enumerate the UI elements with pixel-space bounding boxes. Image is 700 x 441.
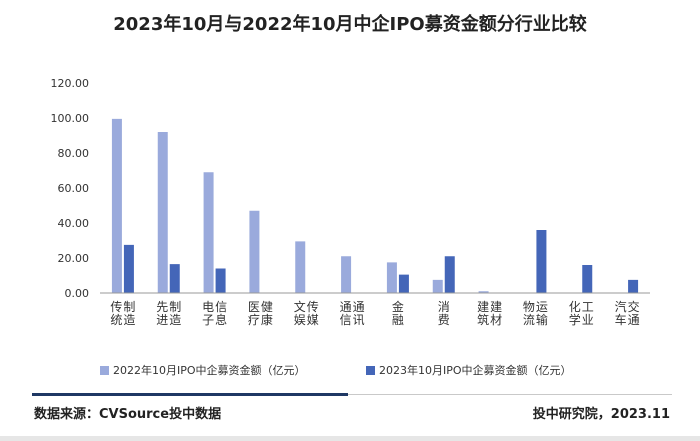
bar-2023-9 — [536, 230, 547, 293]
x-tick-text: 电子信息 — [202, 300, 227, 327]
bar-2022-3 — [249, 210, 260, 293]
legend-item-2022: 2022年10月IPO中企募资金额（亿元） — [100, 362, 306, 378]
y-tick-label: 60.00 — [58, 182, 90, 195]
bar-chart: 0.00 20.00 40.00 60.00 80.00 100.00 120.00 传统制… — [51, 77, 650, 327]
x-tick-text: 文娱传媒 — [294, 299, 319, 327]
x-tick-label: 消费 — [438, 300, 450, 327]
bar-2022-4 — [295, 241, 306, 293]
x-tick-text: 建筑建材 — [477, 300, 502, 327]
bars — [111, 118, 639, 293]
bar-2022-1 — [157, 132, 168, 293]
x-tick-label: 传统制造 — [110, 299, 135, 327]
chart-title: 2023年10月与2022年10月中企IPO募资金额分行业比较 — [113, 14, 587, 35]
credit: 投中研究院，2023.11 — [532, 407, 670, 422]
bar-2022-7 — [432, 279, 443, 293]
bar-2023-0 — [123, 244, 134, 293]
bar-2022-6 — [386, 262, 397, 293]
x-tick-label: 汽车交通 — [615, 299, 640, 327]
y-axis: 0.00 20.00 40.00 60.00 80.00 100.00 120.00 — [51, 77, 90, 300]
bar-2022-2 — [203, 172, 214, 293]
x-tick-text: 汽车交通 — [615, 299, 640, 327]
x-tick-label: 电子信息 — [202, 300, 227, 327]
x-tick-text: 先进制造 — [156, 300, 181, 327]
bottom-strip — [0, 436, 700, 441]
x-tick-text: 传统制造 — [110, 299, 135, 327]
bar-2023-6 — [398, 274, 409, 293]
bar-2023-7 — [444, 256, 455, 293]
x-tick-label: 建筑建材 — [477, 300, 502, 327]
bar-2023-10 — [582, 265, 593, 293]
legend-label-2023: 2023年10月IPO中企募资金额（亿元） — [379, 364, 572, 377]
bar-2023-2 — [215, 268, 226, 293]
x-tick-text: 医疗健康 — [248, 300, 273, 327]
bar-2022-0 — [111, 118, 122, 293]
x-tick-label: 金融 — [392, 299, 404, 327]
legend-item-2023: 2023年10月IPO中企募资金额（亿元） — [366, 362, 572, 378]
bar-2023-11 — [628, 279, 639, 293]
x-tick-label: 医疗健康 — [248, 300, 273, 327]
y-tick-label: 40.00 — [58, 217, 90, 230]
data-source: 数据来源：CVSource投中数据 — [34, 407, 222, 422]
x-tick-label: 文娱传媒 — [294, 299, 319, 327]
legend-label-2022: 2022年10月IPO中企募资金额（亿元） — [113, 364, 306, 377]
y-tick-label: 80.00 — [58, 147, 90, 160]
legend-swatch-2022 — [100, 365, 109, 375]
y-tick-label: 100.00 — [51, 112, 90, 125]
y-tick-label: 20.00 — [58, 252, 90, 265]
x-tick-text: 物流运输 — [523, 300, 548, 327]
x-tick-label: 物流运输 — [523, 300, 548, 327]
footer-divider-dark — [32, 393, 348, 396]
x-tick-label: 通信通讯 — [340, 300, 365, 327]
legend: 2022年10月IPO中企募资金额（亿元） 2023年10月IPO中企募资金额（… — [0, 362, 700, 380]
x-tick-text: 消费 — [438, 300, 450, 327]
x-tick-text: 化学工业 — [569, 300, 594, 327]
bar-2023-1 — [169, 264, 180, 293]
bar-2022-8 — [478, 291, 489, 293]
x-tick-text: 通信通讯 — [340, 300, 365, 327]
x-tick-label: 先进制造 — [156, 300, 181, 327]
bar-2022-5 — [341, 256, 352, 293]
footer-divider-light — [348, 394, 672, 395]
y-tick-label: 120.00 — [51, 77, 90, 90]
x-tick-text: 金融 — [392, 299, 404, 327]
legend-swatch-2023 — [366, 365, 375, 375]
footer-divider — [32, 393, 672, 396]
x-tick-label: 化学工业 — [569, 300, 594, 327]
y-tick-label: 0.00 — [65, 287, 90, 300]
